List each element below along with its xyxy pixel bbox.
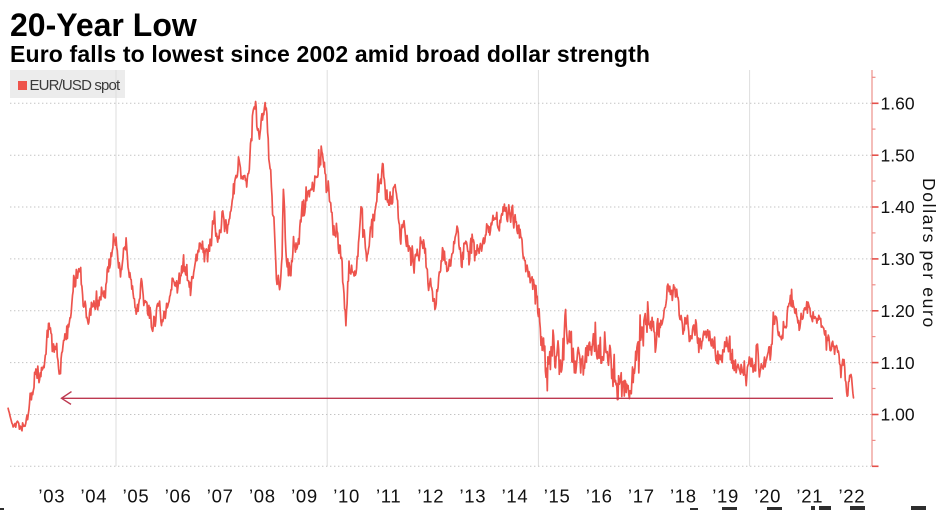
svg-text:1.20: 1.20 <box>881 301 915 321</box>
svg-text:’09: ’09 <box>291 486 318 507</box>
svg-text:’13: ’13 <box>460 486 487 507</box>
svg-text:’12: ’12 <box>417 486 444 507</box>
svg-text:’04: ’04 <box>81 486 108 507</box>
svg-text:’08: ’08 <box>249 486 276 507</box>
svg-text:’15: ’15 <box>544 486 571 507</box>
svg-text:1.10: 1.10 <box>881 353 915 373</box>
svg-text:’17: ’17 <box>628 486 655 507</box>
svg-text:’18: ’18 <box>670 486 697 507</box>
svg-text:’19: ’19 <box>712 486 739 507</box>
svg-text:’14: ’14 <box>502 486 529 507</box>
svg-text:’03: ’03 <box>38 486 65 507</box>
svg-text:1.40: 1.40 <box>881 197 915 217</box>
svg-text:1.00: 1.00 <box>881 405 915 425</box>
svg-text:’20: ’20 <box>754 486 781 507</box>
svg-text:’22: ’22 <box>839 486 866 507</box>
svg-text:’06: ’06 <box>165 486 192 507</box>
svg-text:’16: ’16 <box>586 486 613 507</box>
svg-text:1.60: 1.60 <box>881 94 915 114</box>
svg-text:’10: ’10 <box>333 486 360 507</box>
svg-text:1.50: 1.50 <box>881 145 915 165</box>
svg-text:’21: ’21 <box>796 486 823 507</box>
svg-text:1.30: 1.30 <box>881 249 915 269</box>
svg-text:’11: ’11 <box>376 486 401 507</box>
svg-text:’07: ’07 <box>207 486 234 507</box>
svg-text:’05: ’05 <box>123 486 150 507</box>
